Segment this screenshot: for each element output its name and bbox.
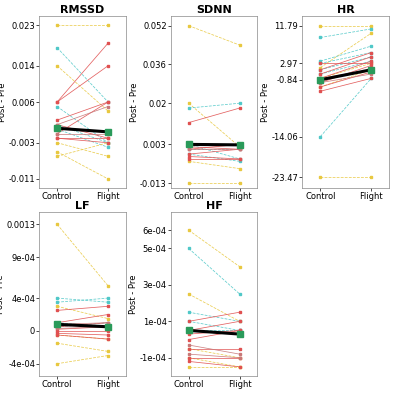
Y-axis label: Post - Pre: Post - Pre xyxy=(129,274,138,314)
Title: HR: HR xyxy=(337,5,354,15)
Title: SDNN: SDNN xyxy=(196,5,232,15)
Y-axis label: Post - Pre: Post - Pre xyxy=(130,82,139,122)
Title: HF: HF xyxy=(206,201,222,211)
Y-axis label: Post - Pre: Post - Pre xyxy=(0,82,7,122)
Y-axis label: Post - Pre: Post - Pre xyxy=(0,274,5,314)
Title: LF: LF xyxy=(75,201,90,211)
Title: RMSSD: RMSSD xyxy=(61,5,105,15)
Y-axis label: Post - Pre: Post - Pre xyxy=(261,82,270,122)
